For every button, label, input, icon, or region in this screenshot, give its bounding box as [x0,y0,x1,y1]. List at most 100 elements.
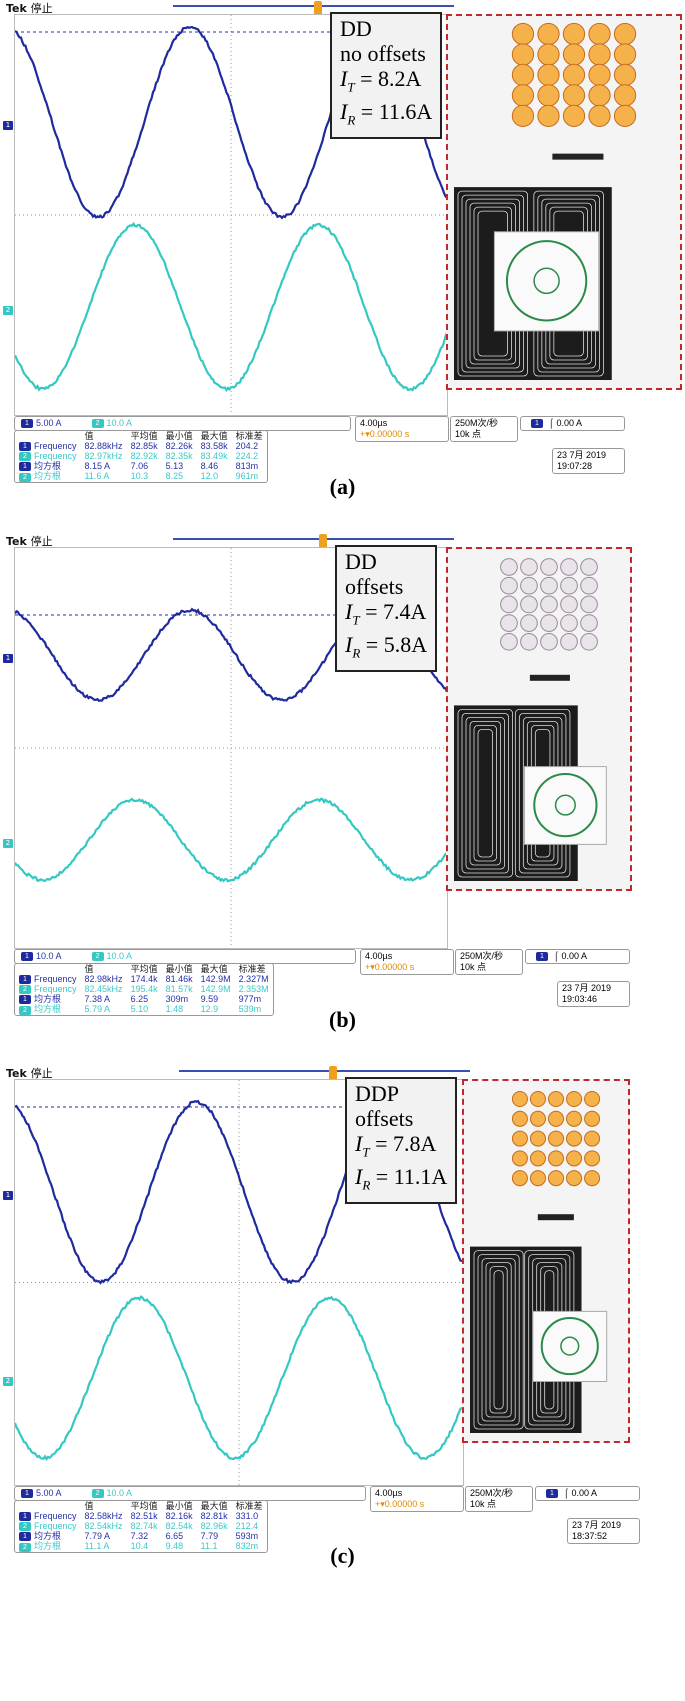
bulb [540,558,558,576]
receiver-logo-ring [540,1317,599,1376]
datetime-box: 23 7月 2019 19:03:46 [557,981,630,1007]
bulb [580,614,598,632]
column-header: 值 [84,964,94,974]
transmitter-current: IT = 7.4A [345,599,427,632]
setup-illustration [470,1090,608,1433]
measurement-value: 593m [235,1531,259,1542]
coil-winding [481,1258,516,1422]
measurement-value: 11.1 [200,1541,218,1552]
measurement-value: 309m [165,994,189,1005]
bulb [500,595,518,614]
measurement-row: 2 Frequency 82.45kHz 195.4k 81.57k 142.9M 2.35… [15,984,273,995]
column-header: 标准差 [235,1501,263,1511]
transmitter-current: IT = 8.2A [340,66,432,99]
channel-chip: 2 [19,1005,31,1015]
symbol-sub: R [362,1177,371,1193]
measurement-value: 82.81k [200,1511,228,1522]
ch1-scale: 5.00 A [36,418,62,428]
column-header: 最小值 [165,964,193,974]
scope-brand: Tek 停止 [6,1065,53,1081]
capture-time: 18:37:52 [572,1531,608,1541]
measurement-value: 331.0 [235,1511,259,1522]
receiver-logo-ring [533,772,598,838]
bulb [560,614,578,632]
column-header: 最大值 [200,964,228,974]
bulb [560,558,578,576]
column-header: 值 [84,431,94,441]
channel-scale-bar: 1 5.00 A 2 10.0 A [14,1486,366,1501]
bulb [500,558,518,576]
measurement-value: 204.2 [235,441,259,452]
datetime-box: 23 7月 2019 19:07:28 [552,448,625,474]
coil-winding [457,708,513,878]
current-probe [529,674,570,681]
subfigure-caption: (c) [330,1543,355,1568]
measurement-name: 1 Frequency [15,441,81,452]
ch1-chip: 1 [21,419,33,429]
coil-winding [477,1254,520,1426]
bulb [520,614,538,632]
measurement-value: 7.38 A [84,994,111,1005]
measurement-row: 1 Frequency 82.88kHz 82.85k 82.26k 83.58k 204.… [15,441,267,452]
bulb [500,576,518,595]
trigger-box: 1 ⌠ 0.00 A [525,949,630,964]
column-header: 标准差 [238,964,266,974]
measurement-value: 9.59 [200,994,219,1005]
measurement-label: Frequency [34,984,77,995]
measurement-value: 82.16k [165,1511,193,1522]
measurement-table: 值平均值 最小值 最大值 标准差 1 Frequency 82.88kHz 82.85k 82.… [14,430,268,483]
measurement-name: 1 Frequency [15,974,81,985]
current-probe [552,153,604,160]
trigger-box: 1 ⌠ 0.00 A [535,1486,640,1501]
measurement-name: 2 Frequency [15,451,81,462]
measurement-row: 2 均方根 11.1 A 10.4 9.48 11.1 832m [15,1541,267,1552]
measurement-header: 值 平均值 最小值 最大值 标准差 [15,1501,267,1511]
channel-chip: 2 [19,1542,31,1552]
value: = 5.8A [360,632,428,658]
trigger-position-marker [314,1,322,19]
measurement-row: 2 均方根 11.6 A 10.3 8.25 12.0 961m [15,471,267,482]
capture-date: 23 7月 2019 [572,1520,622,1530]
bulb [547,1130,565,1147]
column-header: 标准差 [235,431,263,441]
measurement-value: 142.9M [200,974,231,985]
column-header [15,1501,81,1511]
measurement-value: 82.51k [130,1511,158,1522]
measurement-header: 值 平均值 最小值 最大值 标准差 [15,964,273,974]
acquisition-box: 250M次/秒 10k 点 [465,1486,533,1512]
bulb [584,1130,601,1147]
subfigure-caption: (a) [329,474,356,499]
ch2-ground-marker: 2 [3,839,13,848]
test-condition-box: DDP offsets IT = 7.8A IR = 11.1A [345,1077,458,1204]
value: = 7.4A [359,599,427,624]
measurement-table: 值平均值 最小值 最大值 标准差 1 Frequency 82.58kHz 82.51k 82.… [14,1500,268,1553]
coil-type: DD [345,549,377,574]
offset-condition: offsets [345,574,404,599]
ch2-chip: 2 [91,1489,104,1499]
bulb [537,104,560,127]
sample-rate: 250M次/秒 [470,1488,514,1498]
measurement-value: 11.6 A [84,471,110,482]
measurement-row: 2 Frequency 82.54kHz 82.74k 82.54k 82.96k 212.… [15,1521,267,1532]
ch1-ground-marker: 1 [3,654,13,663]
scope-brand: Tek 停止 [6,0,53,16]
measurement-value: 83.49k [200,451,228,462]
bulb [562,63,586,87]
bulb [588,22,611,46]
measurement-row: 1 Frequency 82.98kHz 174.4k 81.46k 142.9M 2.32… [15,974,273,985]
measurement-label: 均方根 [34,1004,62,1015]
capture-date: 23 7月 2019 [557,450,607,460]
bulb [562,84,586,107]
bulb [537,22,560,46]
rising-edge-icon: ⌠ [551,951,562,961]
measurement-row: 1 均方根 8.15 A 7.06 5.13 8.46 813m [15,461,267,472]
receiver-current: IR = 11.1A [355,1164,447,1197]
column-header [15,964,81,974]
measurement-table: 值平均值 最小值 最大值 标准差 1 Frequency 82.98kHz 174.4k 81.… [14,963,274,1016]
horizontal-delay: +▾0.00000 s [360,429,410,439]
bulb [580,576,598,595]
ch2-ground-marker: 2 [3,1377,13,1386]
bulb [511,43,535,66]
brand-label: Tek [6,2,27,15]
bulb [588,63,611,87]
